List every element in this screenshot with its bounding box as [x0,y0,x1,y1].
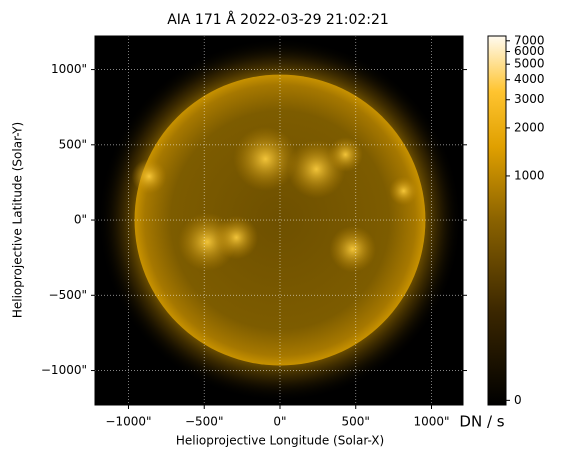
plot-frame [94,35,464,406]
colorbar-tick-label: 3000 [514,92,545,106]
colorbar-tick-label: 2000 [514,120,545,134]
colorbar-tick-label: 4000 [514,72,545,86]
y-tick-label: 0" [74,213,87,227]
chart-title: AIA 171 Å 2022-03-29 21:02:21 [167,11,389,28]
active-region [233,126,298,191]
x-axis-label: Helioprojective Longitude (Solar-X) [176,434,384,448]
y-tick-label: −500" [49,288,87,302]
colorbar-tick-label: 1000 [514,168,545,182]
active-region [131,158,167,194]
active-region [389,176,419,206]
colorbar-label: DN / s [459,413,504,431]
plot-area [95,36,463,405]
x-tick-label: 500" [342,415,370,429]
colorbar-tick-label: 7000 [514,33,545,47]
colorbar-tick-label: 0 [514,393,522,407]
y-tick-label: 500" [59,137,87,151]
colorbar-tick-label: 5000 [514,57,545,71]
x-tick-label: 1000" [413,415,449,429]
active-region [327,137,363,173]
x-tick-label: 0" [273,415,286,429]
active-region [329,225,376,273]
y-axis-label: Helioprojective Latitude (Solar-Y) [11,122,25,318]
active-region [214,215,259,260]
y-tick-label: −1000" [41,363,87,377]
x-tick-label: −1000" [105,415,151,429]
colorbar [487,35,507,406]
x-tick-label: −500" [185,415,223,429]
y-tick-label: 1000" [51,62,87,76]
colorbar-tick-label: 6000 [514,44,545,58]
